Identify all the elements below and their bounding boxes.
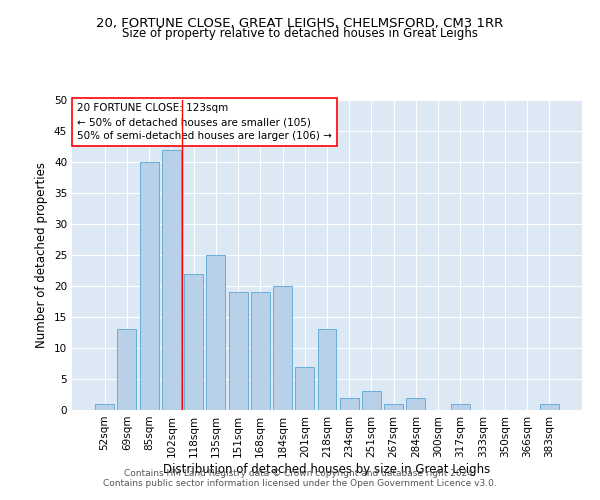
Bar <box>251 292 270 410</box>
Bar <box>540 404 559 410</box>
Bar <box>229 292 248 410</box>
Bar <box>451 404 470 410</box>
Bar <box>317 330 337 410</box>
X-axis label: Distribution of detached houses by size in Great Leighs: Distribution of detached houses by size … <box>163 462 491 475</box>
Bar <box>206 255 225 410</box>
Text: Contains public sector information licensed under the Open Government Licence v3: Contains public sector information licen… <box>103 478 497 488</box>
Bar <box>184 274 203 410</box>
Bar <box>295 366 314 410</box>
Bar <box>140 162 158 410</box>
Bar <box>273 286 292 410</box>
Bar <box>162 150 181 410</box>
Y-axis label: Number of detached properties: Number of detached properties <box>35 162 49 348</box>
Text: Contains HM Land Registry data © Crown copyright and database right 2024.: Contains HM Land Registry data © Crown c… <box>124 468 476 477</box>
Bar <box>406 398 425 410</box>
Bar <box>95 404 114 410</box>
Bar <box>362 392 381 410</box>
Bar <box>118 330 136 410</box>
Text: 20 FORTUNE CLOSE: 123sqm
← 50% of detached houses are smaller (105)
50% of semi-: 20 FORTUNE CLOSE: 123sqm ← 50% of detach… <box>77 103 332 141</box>
Text: Size of property relative to detached houses in Great Leighs: Size of property relative to detached ho… <box>122 28 478 40</box>
Bar <box>340 398 359 410</box>
Bar <box>384 404 403 410</box>
Text: 20, FORTUNE CLOSE, GREAT LEIGHS, CHELMSFORD, CM3 1RR: 20, FORTUNE CLOSE, GREAT LEIGHS, CHELMSF… <box>97 18 503 30</box>
